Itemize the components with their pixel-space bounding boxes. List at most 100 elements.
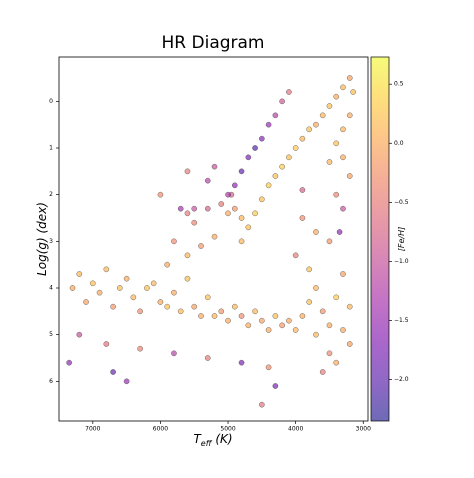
x-tick-label: 7000 [85,426,100,433]
data-point [76,271,83,277]
y-tick-label: 6 [49,378,53,385]
data-point [171,238,177,245]
data-point [238,215,245,221]
data-point [231,303,238,310]
data-point [346,173,353,179]
data-point [306,266,312,273]
data-point [184,252,191,259]
colorbar [370,56,390,422]
x-axis-label: Teff (K) [193,432,232,448]
data-point [245,154,252,161]
data-point [191,303,198,310]
data-point [184,210,191,217]
data-point [272,112,279,119]
data-point [184,168,191,175]
data-point [245,224,252,231]
x-label-rest: (K) [212,432,233,446]
data-point [319,369,326,375]
data-point [326,322,333,329]
data-point [265,121,272,128]
data-point [66,359,72,366]
data-point [238,313,245,319]
chart-title: HR Diagram [162,33,265,53]
colorbar-tick-label: −1.5 [394,317,409,324]
data-point [252,210,258,217]
data-point [286,154,292,161]
data-point [137,345,143,352]
data-point [326,159,333,165]
data-point [110,303,116,310]
data-point [90,280,96,287]
x-tick-label: 5000 [220,426,235,433]
data-point [130,294,137,301]
data-point [326,103,333,109]
data-point [313,121,319,128]
data-point [96,289,103,296]
data-point [346,303,353,310]
data-point [164,261,170,268]
data-point [238,238,245,245]
data-point [211,163,218,170]
colorbar-tick-label: −1.0 [394,258,409,265]
colorbar-label: [Fe/H] [397,227,406,251]
data-point [259,196,265,203]
data-point [259,401,265,408]
data-point [333,294,340,301]
data-point [238,359,245,366]
data-point [83,299,89,305]
data-point [218,308,225,315]
data-point [198,243,204,249]
data-point [225,210,231,217]
data-point [137,308,143,315]
y-tick-label: 5 [49,331,53,338]
data-point [333,140,340,147]
data-point [225,317,231,324]
colorbar-tick-label: 0.5 [394,81,404,88]
data-point [336,229,343,235]
data-point [259,135,265,142]
data-point [238,168,245,175]
data-point [103,341,110,347]
data-point [272,383,279,389]
data-point [177,308,184,315]
colorbar-tick-label: −0.5 [394,199,409,206]
data-point [103,266,110,273]
data-point [123,378,130,385]
x-tick-label: 3000 [356,426,371,433]
data-point [259,317,265,324]
data-point [272,313,279,319]
data-point [211,313,218,319]
data-point [211,233,218,240]
data-point [350,89,356,95]
data-point [144,285,150,291]
data-point [231,182,238,189]
data-point [272,173,279,179]
data-point [69,285,76,291]
data-point [326,238,333,245]
data-point [204,177,211,184]
data-point [299,215,306,221]
data-point [279,322,285,329]
x-tick-label: 4000 [288,426,303,433]
data-point [191,205,198,212]
data-point [340,205,346,212]
data-point [340,126,346,133]
data-point [279,98,285,105]
data-point [340,327,346,333]
data-point [346,75,353,81]
data-point [110,369,116,375]
data-point [299,135,306,142]
data-point [306,299,312,305]
data-point [286,317,292,324]
data-point [306,126,312,133]
data-point [184,275,191,282]
data-point [204,294,211,301]
data-point [171,350,177,357]
colorbar-tick-label: 0.0 [394,140,404,147]
data-point [265,182,272,189]
y-tick-label: 2 [49,191,53,198]
data-point [225,191,231,198]
data-point [279,163,285,170]
data-point [123,275,130,282]
data-point [157,191,164,198]
